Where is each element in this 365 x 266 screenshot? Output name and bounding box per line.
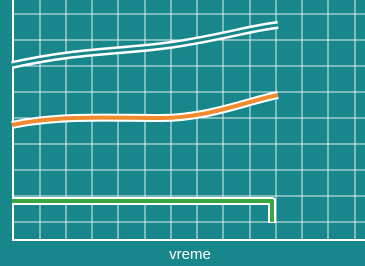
axis-label: vreme <box>169 246 211 263</box>
illustration: vreme <box>0 0 365 266</box>
page: vreme (() => { const data = JSON.parse(d… <box>0 0 365 266</box>
